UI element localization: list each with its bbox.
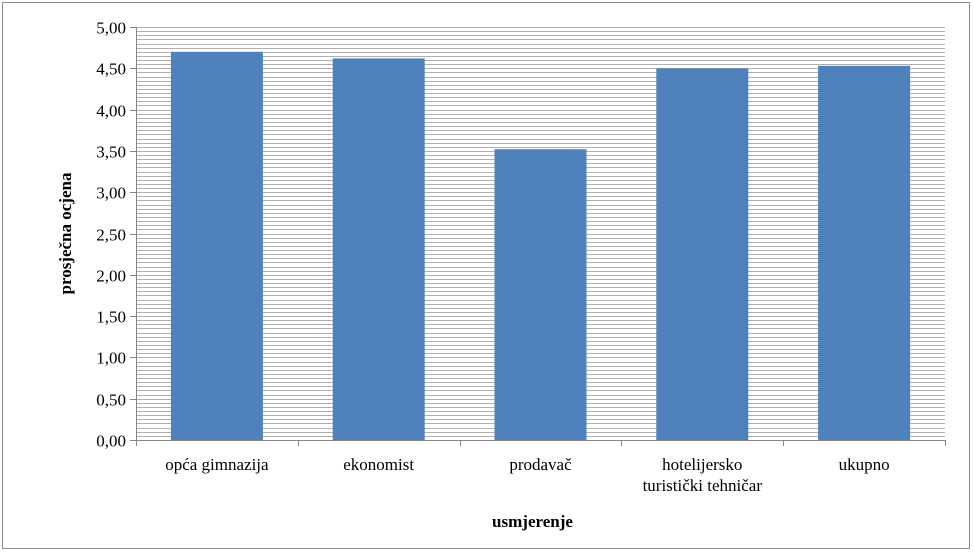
y-tick-label: 0,50: [96, 391, 126, 410]
x-category-labels: opća gimnazija ekonomist prodavač hotelijer…: [165, 455, 889, 495]
x-category-label: ekonomist: [343, 455, 414, 474]
y-axis-title: prosječna ocjena: [56, 172, 75, 294]
axes: [130, 27, 946, 446]
y-tick-label: 1,00: [96, 349, 126, 368]
x-axis-title: usmjerenje: [492, 512, 573, 531]
x-category-label: prodavač: [509, 455, 572, 474]
y-tick-label: 0,00: [96, 432, 126, 451]
bar: [494, 149, 587, 440]
bar: [332, 58, 425, 441]
bars: [170, 51, 911, 441]
y-tick-label: 3,50: [96, 143, 126, 162]
y-tick-label: 4,00: [96, 102, 126, 121]
y-tick-label: 3,00: [96, 184, 126, 203]
x-category-label: opća gimnazija: [165, 455, 269, 474]
y-tick-label: 2,50: [96, 226, 126, 245]
bar-chart: 0,00 0,50 1,00 1,50 2,00 2,50 3,00 3,50 4,00 4,50…: [56, 19, 946, 531]
y-tick-label: 4,50: [96, 60, 126, 79]
y-tick-labels: 0,00 0,50 1,00 1,50 2,00 2,50 3,00 3,50 4,00 4,50…: [96, 19, 126, 451]
bar: [818, 65, 911, 441]
y-tick-label: 2,00: [96, 267, 126, 286]
bar: [170, 51, 263, 441]
x-category-label: ukupno: [839, 455, 890, 474]
y-tick-label: 5,00: [96, 19, 126, 38]
x-category-label: hotelijersko turistički tehničar: [643, 455, 763, 495]
bar: [656, 68, 749, 441]
y-tick-label: 1,50: [96, 308, 126, 327]
